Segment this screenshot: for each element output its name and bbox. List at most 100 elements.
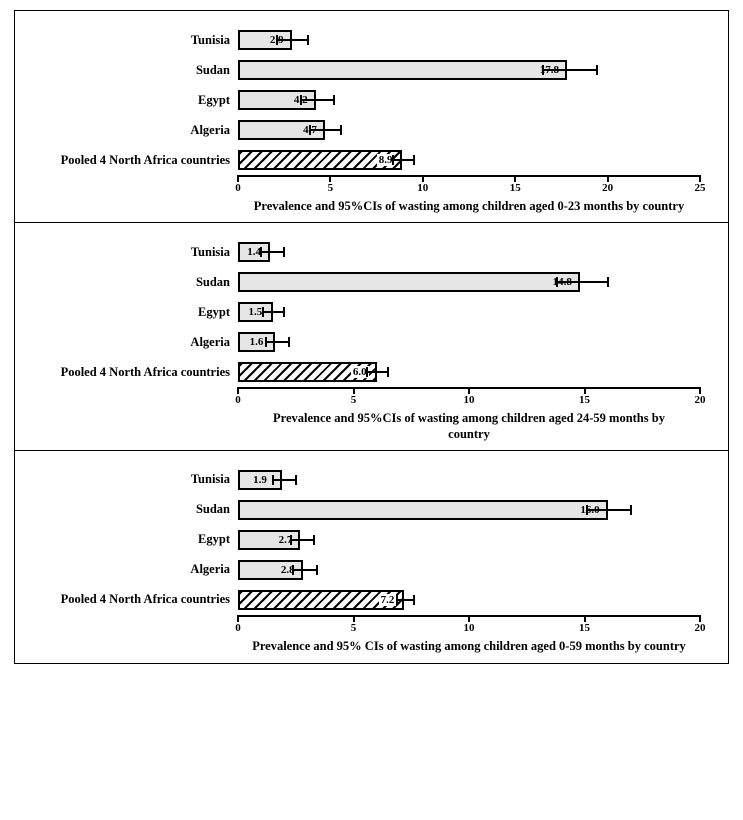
error-cap-high [333, 95, 335, 105]
error-bar [397, 599, 413, 601]
x-tick [607, 175, 609, 182]
bar-row: Algeria1.6 [23, 327, 700, 357]
plot-area: 1.5 [238, 297, 700, 327]
bar-row: Pooled 4 North Africa countries6.0 [23, 357, 700, 387]
error-cap-low [262, 307, 264, 317]
bar-row: Sudan14.8 [23, 267, 700, 297]
bar-row: Egypt4.2 [23, 85, 700, 115]
error-cap-low [396, 595, 398, 605]
error-cap-high [387, 367, 389, 377]
category-label: Sudan [23, 502, 238, 517]
error-bar [587, 509, 631, 511]
chart-panel: Tunisia1.9Sudan16.0Egypt2.7Algeria2.8Poo… [14, 450, 729, 664]
x-tick [468, 615, 470, 622]
error-cap-high [630, 505, 632, 515]
x-tick [237, 175, 239, 182]
error-cap-high [307, 35, 309, 45]
error-bar [266, 341, 289, 343]
x-axis-line [238, 175, 700, 177]
x-tick-label: 20 [695, 622, 706, 634]
x-axis-title: Prevalence and 95%CIs of wasting among c… [23, 199, 700, 215]
error-bar [557, 281, 608, 283]
plot-area: 2.8 [238, 555, 700, 585]
x-tick [584, 387, 586, 394]
figure-container: Tunisia2.9Sudan17.8Egypt4.2Algeria4.7Poo… [0, 0, 743, 674]
x-tick [699, 615, 701, 622]
category-label: Egypt [23, 305, 238, 320]
error-cap-high [288, 337, 290, 347]
category-label: Algeria [23, 335, 238, 350]
error-bar [261, 251, 284, 253]
plot-area: 1.6 [238, 327, 700, 357]
error-bar [293, 569, 316, 571]
error-cap-low [586, 505, 588, 515]
category-label: Tunisia [23, 472, 238, 487]
x-axis: 05101520 [238, 387, 700, 409]
chart-area: Tunisia1.9Sudan16.0Egypt2.7Algeria2.8Poo… [23, 465, 700, 615]
error-bar [273, 479, 296, 481]
x-tick [699, 175, 701, 182]
error-cap-low [556, 277, 558, 287]
bar-value-label: 1.4 [247, 246, 261, 258]
x-tick-label: 15 [510, 182, 521, 194]
plot-area: 6.0 [238, 357, 700, 387]
x-tick-label: 0 [235, 182, 241, 194]
bar-row: Sudan16.0 [23, 495, 700, 525]
bar-pooled: 7.2 [238, 590, 404, 610]
bar-row: Pooled 4 North Africa countries8.9 [23, 145, 700, 175]
x-axis-area: 05101520 [23, 615, 700, 637]
bar-pooled: 8.9 [238, 150, 402, 170]
plot-area: 4.7 [238, 115, 700, 145]
category-label: Sudan [23, 63, 238, 78]
error-bar [263, 311, 284, 313]
error-bar [277, 39, 308, 41]
error-cap-high [295, 475, 297, 485]
error-cap-low [309, 125, 311, 135]
bar-row: Sudan17.8 [23, 55, 700, 85]
bar-value-label: 1.9 [253, 474, 267, 486]
error-cap-low [300, 95, 302, 105]
plot-area: 2.9 [238, 25, 700, 55]
error-bar [301, 99, 334, 101]
bar: 16.0 [238, 500, 608, 520]
bar-row: Tunisia 1.9 [23, 465, 700, 495]
plot-area: 1.4 [238, 237, 700, 267]
x-tick-label: 5 [328, 182, 334, 194]
error-bar [393, 159, 413, 161]
bar: 17.8 [238, 60, 567, 80]
error-cap-low [542, 65, 544, 75]
x-tick [329, 175, 331, 182]
category-label: Tunisia [23, 245, 238, 260]
category-label: Algeria [23, 123, 238, 138]
bar-row: Egypt2.7 [23, 525, 700, 555]
x-tick-label: 15 [579, 394, 590, 406]
plot-area: 4.2 [238, 85, 700, 115]
x-tick-label: 20 [695, 394, 706, 406]
bar-row: Tunisia2.9 [23, 25, 700, 55]
x-tick [237, 615, 239, 622]
bar-row: Tunisia 1.4 [23, 237, 700, 267]
error-cap-high [283, 247, 285, 257]
error-cap-high [607, 277, 609, 287]
category-label: Pooled 4 North Africa countries [23, 153, 238, 168]
error-cap-low [366, 367, 368, 377]
category-label: Algeria [23, 562, 238, 577]
panels-mount: Tunisia2.9Sudan17.8Egypt4.2Algeria4.7Poo… [14, 10, 729, 664]
plot-area: 2.7 [238, 525, 700, 555]
error-cap-high [340, 125, 342, 135]
error-cap-high [283, 307, 285, 317]
error-cap-high [313, 535, 315, 545]
bar-pooled: 6.0 [238, 362, 377, 382]
error-cap-low [290, 535, 292, 545]
chart-panel: Tunisia2.9Sudan17.8Egypt4.2Algeria4.7Poo… [14, 10, 729, 224]
error-cap-low [276, 35, 278, 45]
x-tick-label: 20 [602, 182, 613, 194]
category-label: Pooled 4 North Africa countries [23, 365, 238, 380]
bar-row: Algeria2.8 [23, 555, 700, 585]
error-cap-low [272, 475, 274, 485]
bar: 14.8 [238, 272, 580, 292]
chart-area: Tunisia2.9Sudan17.8Egypt4.2Algeria4.7Poo… [23, 25, 700, 175]
x-tick-label: 5 [351, 622, 357, 634]
error-bar [367, 371, 388, 373]
x-axis: 05101520 [238, 615, 700, 637]
